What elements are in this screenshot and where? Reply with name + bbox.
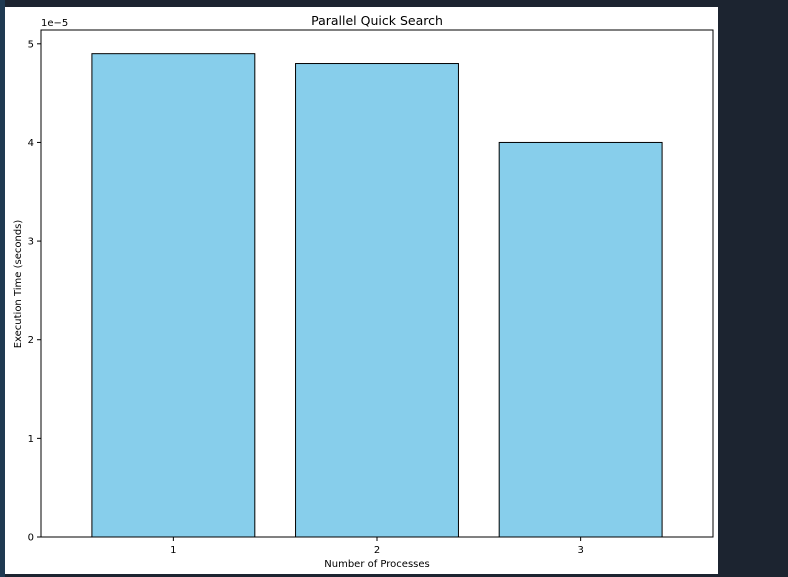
x-ticks-group: 1 2 3 — [170, 537, 584, 556]
x-axis-label: Number of Processes — [324, 559, 429, 570]
y-axis-label: Execution Time (seconds) — [13, 220, 24, 349]
x-tick-label: 1 — [170, 545, 176, 556]
bar-1 — [91, 53, 256, 538]
x-tick-label: 3 — [577, 545, 583, 556]
bars-group — [91, 53, 663, 538]
x-tick-label: 2 — [374, 545, 380, 556]
y-tick-label: 5 — [28, 39, 34, 50]
y-tick-label: 4 — [28, 138, 34, 149]
y-tick-label: 3 — [28, 237, 34, 248]
bar-2 — [295, 63, 459, 538]
window-edge — [0, 0, 5, 577]
y-tick-label: 0 — [28, 533, 34, 544]
chart-title: Parallel Quick Search — [311, 13, 443, 28]
y-tick-label: 2 — [28, 335, 34, 346]
bar-3 — [498, 141, 663, 538]
plot-frame — [40, 29, 714, 538]
y-tick-label: 1 — [28, 434, 34, 445]
y-ticks-group: 0 1 2 3 4 5 — [28, 39, 41, 544]
y-axis-offset-label: 1e−5 — [41, 18, 68, 29]
